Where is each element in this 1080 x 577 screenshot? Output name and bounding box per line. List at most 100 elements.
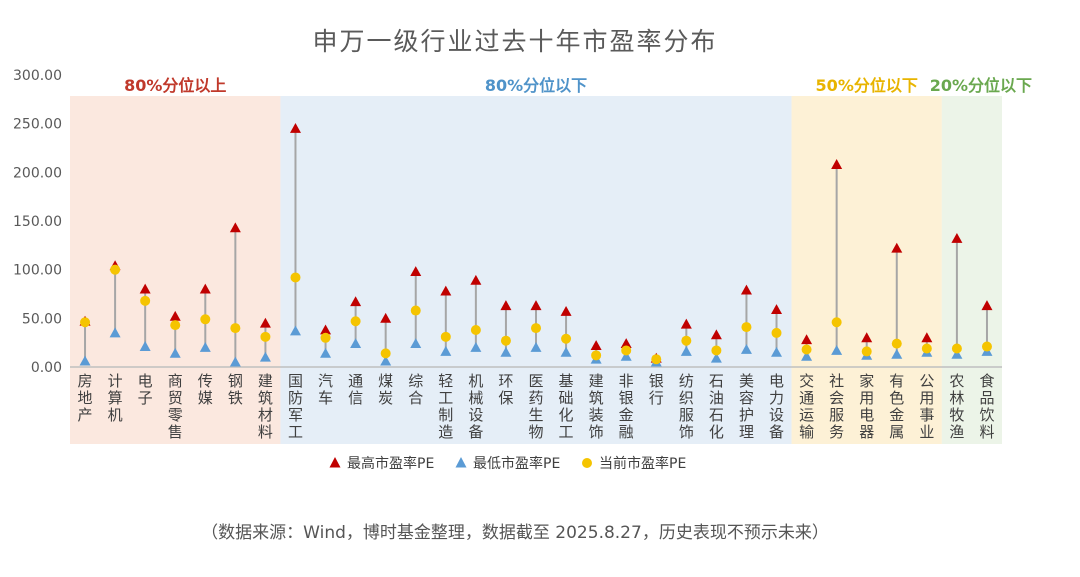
y-tick-label: 0.00 — [31, 360, 62, 376]
min-pe-marker — [199, 342, 211, 352]
legend-marker — [329, 457, 341, 468]
category-label: 传媒 — [198, 372, 213, 407]
legend-label: 最低市盈率PE — [473, 455, 560, 472]
max-pe-marker — [320, 324, 332, 335]
current-pe-marker — [170, 320, 181, 331]
min-pe-marker — [801, 350, 813, 361]
current-pe-marker — [711, 345, 722, 356]
current-pe-marker — [891, 338, 902, 349]
min-pe-marker — [79, 355, 91, 366]
current-pe-marker — [260, 331, 271, 342]
current-pe-marker — [230, 323, 241, 334]
category-label: 公用事业 — [919, 372, 934, 441]
group-band — [941, 96, 1002, 444]
current-pe-marker — [621, 345, 632, 356]
category-label: 房地产 — [78, 372, 93, 424]
max-pe-marker — [710, 329, 722, 340]
min-pe-marker — [259, 351, 271, 362]
category-label: 计算机 — [108, 372, 123, 424]
max-pe-marker — [861, 332, 873, 343]
max-pe-marker — [951, 233, 963, 243]
current-pe-marker — [470, 325, 481, 336]
category-label: 基础化工 — [559, 372, 574, 441]
group-label: 80%分位以上 — [124, 76, 226, 95]
legend-marker — [582, 458, 592, 468]
current-pe-marker — [110, 264, 121, 275]
category-label: 纺织服饰 — [679, 372, 694, 441]
max-pe-marker — [801, 334, 813, 345]
min-pe-marker — [680, 345, 692, 356]
current-pe-marker — [591, 350, 602, 361]
current-pe-marker — [290, 272, 301, 283]
current-pe-marker — [651, 354, 662, 365]
current-pe-marker — [831, 317, 842, 328]
category-label: 农林牧渔 — [949, 372, 964, 441]
max-pe-marker — [199, 283, 211, 294]
category-label: 交通运输 — [799, 372, 814, 441]
min-pe-marker — [139, 341, 151, 351]
current-pe-marker — [200, 314, 211, 325]
current-pe-marker — [741, 322, 752, 333]
min-pe-marker — [710, 352, 722, 363]
max-pe-marker — [440, 285, 452, 296]
category-label: 轻工制造 — [438, 372, 453, 441]
min-pe-marker — [560, 346, 572, 357]
max-pe-marker — [500, 300, 512, 311]
min-pe-marker — [740, 343, 752, 354]
current-pe-marker — [440, 331, 451, 342]
group-label: 80%分位以下 — [485, 76, 587, 95]
current-pe-marker — [681, 335, 692, 346]
max-pe-marker — [289, 123, 301, 133]
min-pe-marker — [771, 346, 783, 357]
legend-label: 最高市盈率PE — [347, 455, 434, 472]
max-pe-marker — [560, 306, 572, 316]
category-label: 非银金融 — [619, 372, 634, 441]
group-label: 20%分位以下 — [930, 76, 1032, 95]
category-label: 家用电器 — [859, 372, 874, 441]
min-pe-marker — [951, 348, 963, 359]
max-pe-marker — [169, 310, 181, 321]
y-tick-label: 150.00 — [13, 214, 62, 230]
max-pe-marker — [259, 317, 271, 328]
current-pe-marker — [951, 343, 962, 354]
min-pe-marker — [470, 342, 482, 352]
category-label: 电子 — [138, 372, 153, 407]
max-pe-marker — [380, 312, 392, 323]
max-pe-marker — [620, 338, 632, 349]
min-pe-marker — [440, 345, 452, 356]
min-pe-marker — [500, 346, 512, 357]
min-pe-marker — [350, 338, 362, 349]
max-pe-marker — [740, 284, 752, 295]
current-pe-marker — [410, 305, 421, 316]
min-pe-marker — [530, 342, 542, 352]
category-label: 美容护理 — [739, 372, 754, 441]
y-tick-label: 250.00 — [13, 117, 62, 133]
max-pe-marker — [410, 266, 422, 277]
current-pe-marker — [380, 348, 391, 359]
category-label: 食品饮料 — [979, 372, 994, 441]
min-pe-marker — [410, 338, 422, 349]
y-tick-label: 200.00 — [13, 165, 62, 181]
category-label: 社会服务 — [829, 372, 844, 441]
chart-title: 申万一级行业过去十年市盈率分布 — [312, 27, 718, 56]
category-label: 环保 — [498, 372, 513, 407]
group-label: 50%分位以下 — [816, 76, 918, 95]
category-label: 银行 — [649, 372, 664, 407]
category-label: 建筑装饰 — [589, 372, 604, 441]
min-pe-marker — [169, 347, 181, 358]
min-pe-marker — [229, 356, 241, 367]
current-pe-marker — [771, 327, 782, 338]
category-label: 汽车 — [318, 372, 333, 407]
max-pe-marker — [470, 274, 482, 285]
max-pe-marker — [981, 300, 993, 311]
current-pe-marker — [531, 323, 541, 334]
category-label: 有色金属 — [889, 372, 904, 441]
max-pe-marker — [229, 222, 241, 233]
max-pe-marker — [350, 296, 362, 307]
source-note: （数据来源：Wind，博时基金整理，数据截至 2025.8.27，历史表现不预示… — [201, 523, 829, 543]
current-pe-marker — [981, 341, 992, 352]
current-pe-marker — [921, 343, 932, 354]
category-label: 商贸零售 — [168, 372, 183, 441]
min-pe-marker — [289, 325, 301, 336]
